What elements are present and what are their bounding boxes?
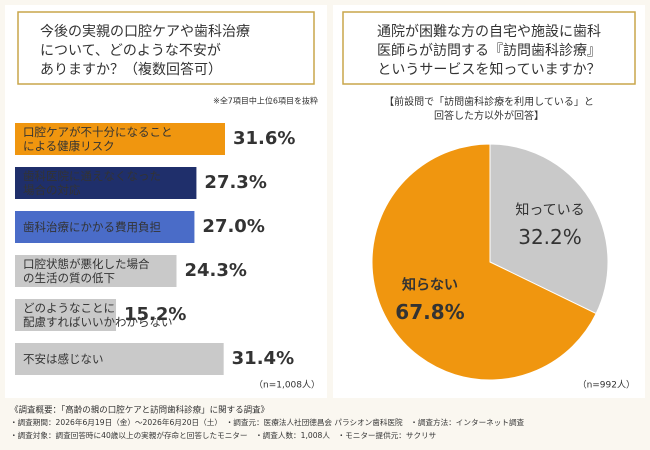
subtitle: 【前設問で「訪問歯科診療を利用している」と — [384, 95, 594, 108]
chart-title: というサービスを知っていますか？ — [377, 61, 600, 78]
bar-label: 口腔状態が悪化した場合の生活の質の低下 — [23, 257, 150, 285]
chart-title: について、どのような不安が — [40, 43, 221, 59]
value-label: 31.4% — [232, 348, 294, 369]
slice-label: 知っている — [515, 201, 584, 218]
chart-title: 通院が困難な方の自宅や施設に歯科 — [377, 24, 601, 40]
bar — [15, 211, 195, 243]
value-label: 27.0% — [202, 216, 264, 237]
bar — [15, 167, 197, 199]
pie-slice — [371, 143, 597, 381]
bar-label: どのようなことに配慮すればいいかわからない — [23, 301, 173, 329]
n-label: （n=992人） — [578, 380, 635, 391]
bar-label: 歯科治療にかかる費用負担 — [23, 220, 161, 234]
chart-title: ありますか？（複数回答可） — [40, 61, 222, 78]
bar-label: 口腔ケアが不十分になることによる健康リスク — [23, 125, 173, 153]
pie-slice — [489, 143, 609, 315]
footer-line: ・調査期間：2026年6月19日（金）～2026年6月20日（土） ・調査元：医… — [10, 417, 525, 427]
subtitle: 回答した方以外が回答】 — [434, 109, 544, 122]
value-label: 31.6% — [233, 128, 295, 149]
footer-line: ・調査対象：調査回答時に40歳以上の実親が存命と回答したモニター ・調査人数：1… — [10, 430, 436, 440]
slice-label: 知らない — [402, 277, 458, 294]
value-label: 32.2% — [518, 225, 582, 249]
bar-label: 歯科医院に通えなくなった場合の対応 — [23, 169, 161, 197]
note: ※全7項目中上位6項目を抜粋 — [213, 96, 318, 106]
footer-line: 《調査概要：「高齢の親の口腔ケアと訪問歯科診療」に関する調査》 — [10, 405, 269, 416]
value-label: 15.2% — [124, 304, 186, 325]
chart-title: 今後の実親の口腔ケアや歯科治療 — [40, 23, 250, 40]
value-label: 27.3% — [204, 172, 266, 193]
bar — [15, 343, 224, 375]
left-title-box — [17, 11, 315, 85]
bar — [15, 123, 225, 155]
bar — [15, 255, 177, 287]
bar — [15, 299, 117, 331]
n-label: （n=1,008人） — [254, 380, 320, 391]
right-title-box — [342, 11, 636, 85]
bar-label: 不安は感じない — [23, 352, 104, 366]
value-label: 24.3% — [184, 260, 246, 281]
value-label: 67.8% — [395, 300, 464, 324]
chart-title: 医師らが訪問する『訪問歯科診療』 — [377, 42, 601, 59]
